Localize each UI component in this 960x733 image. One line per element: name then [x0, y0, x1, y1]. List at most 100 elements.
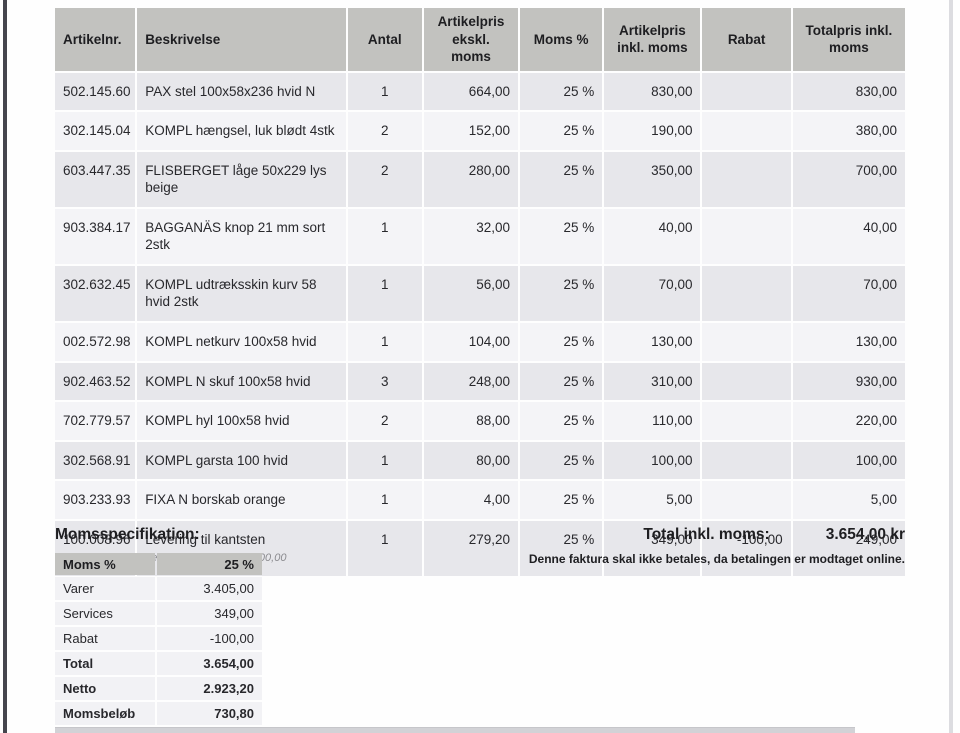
table-row: 903.233.93 FIXA N borskab orange 1 4,00 25 %…	[55, 481, 905, 519]
cell-rabat	[702, 441, 791, 480]
next-section-top-edge	[55, 727, 855, 733]
cell-pris_inkl: 310,00	[604, 362, 701, 401]
moms-spec-row: Momsbeløb 730,80	[55, 702, 262, 725]
cell-pris_inkl: 830,00	[604, 72, 701, 111]
cell-antal: 1	[347, 520, 422, 576]
cell-beskrivelse: BAGGANÄS knop 21 mm sort 2stk	[137, 208, 346, 264]
table-row: 002.572.98 KOMPL netkurv 100x58 hvid 1 104,…	[55, 323, 905, 361]
cell-moms: 25 %	[520, 441, 603, 480]
cell-antal: 3	[347, 362, 422, 401]
cell-total: 930,00	[792, 362, 905, 401]
cell-total: 220,00	[792, 402, 905, 440]
table-header-row: Artikelnr. Beskrivelse Antal Artikelpris…	[55, 8, 905, 71]
cell-moms: 25 %	[520, 481, 603, 519]
payment-received-note: Denne faktura skal ikke betales, da beta…	[528, 552, 905, 566]
column-header-antal: Antal	[347, 8, 422, 71]
cell-moms: 25 %	[520, 402, 603, 440]
cell-pris_inkl: 190,00	[604, 112, 701, 150]
moms-spec-table-body: Varer 3.405,00 Services 349,00 Rabat -100,00 T…	[55, 577, 262, 725]
cell-rabat	[702, 481, 791, 519]
cell-artikelnr: 302.632.45	[55, 265, 136, 322]
moms-spec-row-label: Services	[55, 602, 155, 625]
invoice-table-body: 502.145.60 PAX stel 100x58x236 hvid N 1 664…	[55, 72, 905, 576]
moms-spec-row-label: Momsbeløb	[55, 702, 155, 725]
table-row: 302.568.91 KOMPL garsta 100 hvid 1 80,00 25 …	[55, 441, 905, 480]
moms-spec-header-label: Moms %	[55, 553, 155, 575]
cell-artikelnr: 002.572.98	[55, 323, 136, 361]
column-header-pris-ekskl-moms: Artikelpris ekskl. moms	[423, 8, 519, 71]
cell-total: 5,00	[792, 481, 905, 519]
cell-antal: 1	[347, 323, 422, 361]
cell-beskrivelse-text: Levering til kantsten	[145, 531, 266, 547]
cell-pris_ekskl: 104,00	[423, 323, 519, 361]
page-left-edge-line	[3, 0, 7, 733]
cell-beskrivelse: KOMPL N skuf 100x58 hvid	[137, 362, 346, 401]
cell-moms: 25 %	[520, 323, 603, 361]
moms-spec-row-value: 3.654,00	[157, 652, 262, 675]
cell-antal: 1	[347, 72, 422, 111]
cell-beskrivelse: FLISBERGET låge 50x229 lys beige	[137, 151, 346, 207]
cell-beskrivelse: FIXA N borskab orange	[137, 481, 346, 519]
table-row: 502.145.60 PAX stel 100x58x236 hvid N 1 664…	[55, 72, 905, 111]
cell-beskrivelse: KOMPL hyl 100x58 hvid	[137, 402, 346, 440]
cell-pris_ekskl: 32,00	[423, 208, 519, 264]
cell-pris_inkl: 5,00	[604, 481, 701, 519]
cell-pris_ekskl: 664,00	[423, 72, 519, 111]
invoice-lines-table: Artikelnr. Beskrivelse Antal Artikelpris…	[53, 6, 907, 578]
cell-total: 830,00	[792, 72, 905, 111]
cell-artikelnr: 903.233.93	[55, 481, 136, 519]
cell-beskrivelse: PAX stel 100x58x236 hvid N	[137, 72, 346, 111]
cell-moms: 25 %	[520, 208, 603, 264]
table-row: 302.145.04 KOMPL hængsel, luk blødt 4stk 2…	[55, 112, 905, 150]
cell-total: 130,00	[792, 323, 905, 361]
cell-moms: 25 %	[520, 112, 603, 150]
moms-spec-header-row: Moms % 25 %	[55, 553, 262, 575]
moms-spec-row-label: Netto	[55, 677, 155, 700]
cell-total: 380,00	[792, 112, 905, 150]
cell-rabat	[702, 112, 791, 150]
column-header-totalpris: Totalpris inkl. moms	[792, 8, 905, 71]
moms-spec-row: Netto 2.923,20	[55, 677, 262, 700]
moms-spec-header-value: 25 %	[157, 553, 262, 575]
table-row: 902.463.52 KOMPL N skuf 100x58 hvid 3 248,0…	[55, 362, 905, 401]
table-row: 603.447.35 FLISBERGET låge 50x229 lys bei…	[55, 151, 905, 207]
cell-pris_inkl: 110,00	[604, 402, 701, 440]
cell-artikelnr: 903.384.17	[55, 208, 136, 264]
total-inkl-moms-label: Total inkl. moms:	[643, 526, 770, 543]
cell-total: 700,00	[792, 151, 905, 207]
cell-pris_inkl: 100,00	[604, 441, 701, 480]
column-header-beskrivelse: Beskrivelse	[137, 8, 346, 71]
cell-artikelnr: 502.145.60	[55, 72, 136, 111]
cell-rabat	[702, 323, 791, 361]
moms-spec-row: Rabat -100,00	[55, 627, 262, 650]
total-inkl-moms-value: 3.654,00 kr	[825, 526, 905, 543]
cell-rabat	[702, 151, 791, 207]
cell-pris_ekskl: 248,00	[423, 362, 519, 401]
cell-total: 100,00	[792, 441, 905, 480]
column-header-pris-inkl-moms: Artikelpris inkl. moms	[604, 8, 701, 71]
cell-beskrivelse: KOMPL hængsel, luk blødt 4stk	[137, 112, 346, 150]
moms-spec-row-value: 3.405,00	[157, 577, 262, 600]
moms-spec-row-label: Varer	[55, 577, 155, 600]
moms-spec-row-label: Rabat	[55, 627, 155, 650]
cell-artikelnr: 302.568.91	[55, 441, 136, 480]
table-row: 702.779.57 KOMPL hyl 100x58 hvid 2 88,00 25 …	[55, 402, 905, 440]
cell-pris_ekskl: 4,00	[423, 481, 519, 519]
cell-artikelnr: 302.145.04	[55, 112, 136, 150]
page-right-edge-line	[949, 0, 953, 733]
cell-beskrivelse: KOMPL udtræksskin kurv 58 hvid 2stk	[137, 265, 346, 322]
column-header-moms-pct: Moms %	[520, 8, 603, 71]
cell-rabat	[702, 265, 791, 322]
moms-spec-row-value: 349,00	[157, 602, 262, 625]
cell-total: 249,00	[792, 520, 905, 576]
table-row: 302.632.45 KOMPL udtræksskin kurv 58 hvid…	[55, 265, 905, 322]
moms-spec-row: Varer 3.405,00	[55, 577, 262, 600]
cell-rabat	[702, 72, 791, 111]
cell-pris_inkl: 40,00	[604, 208, 701, 264]
cell-antal: 2	[347, 112, 422, 150]
cell-pris_ekskl: 152,00	[423, 112, 519, 150]
moms-spec-table: Moms % 25 % Varer 3.405,00 Services 349,00 R…	[53, 551, 264, 727]
cell-artikelnr: 702.779.57	[55, 402, 136, 440]
cell-rabat: -100,00	[702, 520, 791, 576]
